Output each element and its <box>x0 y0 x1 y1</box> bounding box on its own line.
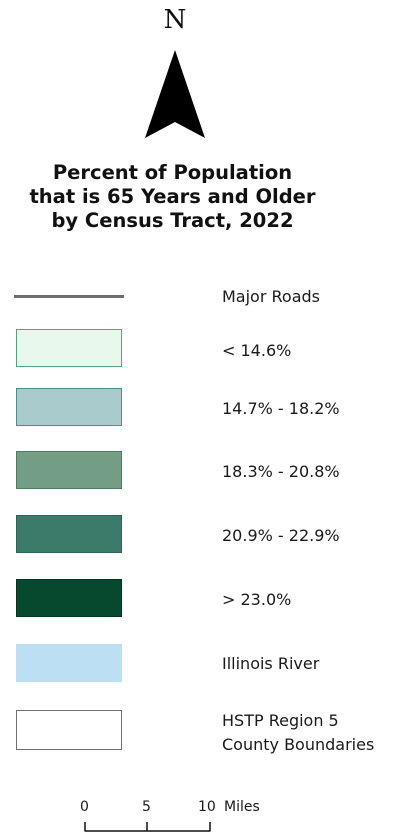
county-boundaries-label-line-2: County Boundaries <box>222 735 375 754</box>
legend-item-class-3: 18.3% - 20.8% <box>0 451 406 491</box>
scale-tick-10: 10 <box>198 799 216 815</box>
legend-item-county-boundaries: HSTP Region 5 County Boundaries <box>0 708 406 756</box>
north-arrow-letter: N <box>163 5 187 35</box>
class-1-label: < 14.6% <box>222 341 292 360</box>
scale-unit-label: Miles <box>224 799 260 815</box>
class-3-swatch <box>16 451 122 489</box>
class-5-label: > 23.0% <box>222 590 292 609</box>
legend-item-major-roads: Major Roads <box>0 286 406 310</box>
scale-bar: 0 5 10 Miles <box>74 798 274 834</box>
title-line-1: Percent of Population <box>52 161 293 184</box>
title-line-3: by Census Tract, 2022 <box>51 209 294 232</box>
class-2-swatch <box>16 388 122 426</box>
legend-item-class-4: 20.9% - 22.9% <box>0 515 406 555</box>
county-boundaries-label-line-1: HSTP Region 5 <box>222 711 339 730</box>
class-5-swatch <box>16 579 122 617</box>
legend-item-class-5: > 23.0% <box>0 579 406 619</box>
scale-tick-5: 5 <box>142 799 151 815</box>
major-roads-line-symbol <box>14 295 124 298</box>
class-3-label: 18.3% - 20.8% <box>222 462 340 481</box>
legend-item-class-1: < 14.6% <box>0 328 406 368</box>
county-boundaries-swatch <box>16 710 122 750</box>
scale-bar-graphic <box>84 822 211 832</box>
legend-item-class-2: 14.7% - 18.2% <box>0 388 406 428</box>
class-2-label: 14.7% - 18.2% <box>222 399 340 418</box>
major-roads-label: Major Roads <box>222 287 320 306</box>
class-1-swatch <box>16 329 122 367</box>
north-arrow-icon <box>145 50 205 138</box>
class-4-swatch <box>16 515 122 553</box>
title-line-2: that is 65 Years and Older <box>29 185 316 208</box>
north-arrow: N <box>140 6 210 140</box>
scale-tick-0: 0 <box>80 799 89 815</box>
class-4-label: 20.9% - 22.9% <box>222 526 340 545</box>
illinois-river-label: Illinois River <box>222 654 320 673</box>
legend-title: Percent of Population that is 65 Years a… <box>0 161 345 233</box>
legend-item-illinois-river: Illinois River <box>0 644 406 684</box>
illinois-river-swatch <box>16 644 122 682</box>
